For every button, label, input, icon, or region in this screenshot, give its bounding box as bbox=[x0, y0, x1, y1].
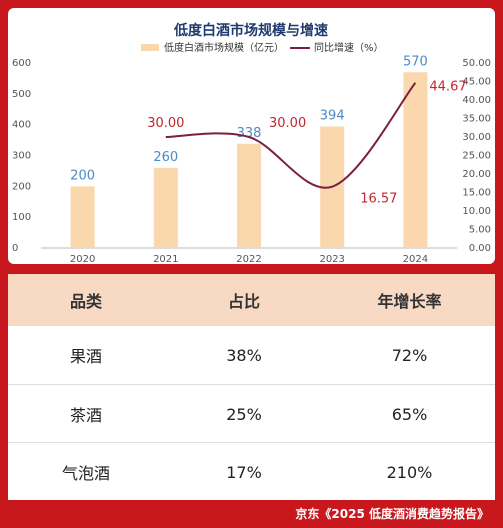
y-left-tick-label: 600 bbox=[12, 58, 31, 69]
share-cell: 38% bbox=[226, 345, 262, 365]
table-header-row: 品类 占比 年增长率 bbox=[8, 274, 495, 326]
y-right-tick-label: 20.00 bbox=[462, 169, 491, 180]
growth-rate-line bbox=[165, 82, 417, 189]
header-share: 占比 bbox=[227, 292, 260, 311]
bar bbox=[237, 143, 261, 248]
legend-bar-label: 低度白酒市场规模（亿元） bbox=[164, 41, 284, 54]
y-right-tick-label: 40.00 bbox=[462, 95, 491, 106]
chart-card: 低度白酒市场规模与增速低度白酒市场规模（亿元） 同比增速（%） 0 100 200 300… bbox=[8, 8, 495, 264]
line-value-label: 44.67 bbox=[429, 80, 466, 95]
legend-line-label: 同比增速（%） bbox=[314, 41, 384, 54]
y-right-tick-label: 10.00 bbox=[462, 206, 491, 217]
share-cell: 25% bbox=[226, 404, 262, 424]
growth-cell: 72% bbox=[391, 345, 428, 365]
x-tick-label: 2022 bbox=[236, 254, 261, 264]
y-right-tick-label: 5.00 bbox=[469, 225, 491, 236]
bar bbox=[70, 186, 95, 248]
growth-cell: 210% bbox=[386, 462, 433, 482]
y-left-tick-label: 0 bbox=[12, 243, 18, 254]
line-value-label: 16.57 bbox=[360, 192, 397, 207]
y-left-tick-label: 500 bbox=[12, 89, 31, 100]
category-table: 品类 占比 年增长率 果酒 38% 72% 茶酒 25% 65% 气泡酒 17%… bbox=[8, 274, 495, 500]
y-left-tick-label: 100 bbox=[12, 212, 31, 223]
table-row: 果酒 38% 72% bbox=[8, 326, 495, 384]
y-left-tick-label: 300 bbox=[12, 151, 31, 162]
category-cell: 茶酒 bbox=[69, 406, 102, 425]
category-cell: 气泡酒 bbox=[61, 464, 110, 483]
legend-bar-swatch bbox=[141, 44, 159, 51]
bar bbox=[403, 72, 428, 248]
growth-cell: 65% bbox=[391, 404, 428, 424]
table-row: 气泡酒 17% 210% bbox=[8, 442, 495, 501]
x-tick-label: 2021 bbox=[153, 254, 178, 264]
category-cell: 果酒 bbox=[69, 347, 102, 366]
y-right-tick-label: 45.00 bbox=[462, 77, 491, 88]
y-right-tick-label: 25.00 bbox=[462, 151, 491, 162]
y-right-tick-label: 50.00 bbox=[462, 58, 491, 69]
header-growth: 年增长率 bbox=[377, 292, 442, 311]
y-left-tick-label: 200 bbox=[12, 181, 31, 192]
x-tick-label: 2020 bbox=[70, 254, 95, 264]
x-tick-label: 2023 bbox=[319, 254, 344, 264]
line-value-label: 30.00 bbox=[147, 116, 184, 131]
y-right-tick-label: 0.00 bbox=[469, 243, 491, 254]
chart-title: 低度白酒市场规模与增速 bbox=[173, 22, 328, 39]
bar-value-label: 394 bbox=[320, 109, 345, 124]
y-right-tick-label: 30.00 bbox=[462, 132, 491, 143]
line-value-label: 30.00 bbox=[269, 116, 306, 131]
source-caption: 京东《2025 低度酒消费趋势报告》 bbox=[295, 507, 489, 521]
bar bbox=[153, 167, 178, 248]
share-cell: 17% bbox=[226, 462, 262, 482]
bar-value-label: 570 bbox=[403, 54, 428, 69]
y-right-tick-label: 35.00 bbox=[462, 114, 491, 125]
bar-value-label: 200 bbox=[70, 168, 95, 183]
bar-value-label: 338 bbox=[237, 126, 262, 141]
y-left-tick-label: 400 bbox=[12, 120, 31, 131]
y-right-tick-label: 15.00 bbox=[462, 188, 491, 199]
x-tick-label: 2024 bbox=[403, 254, 428, 264]
table-row: 茶酒 25% 65% bbox=[8, 384, 495, 443]
header-category: 品类 bbox=[69, 292, 102, 311]
bar-value-label: 260 bbox=[153, 150, 178, 165]
